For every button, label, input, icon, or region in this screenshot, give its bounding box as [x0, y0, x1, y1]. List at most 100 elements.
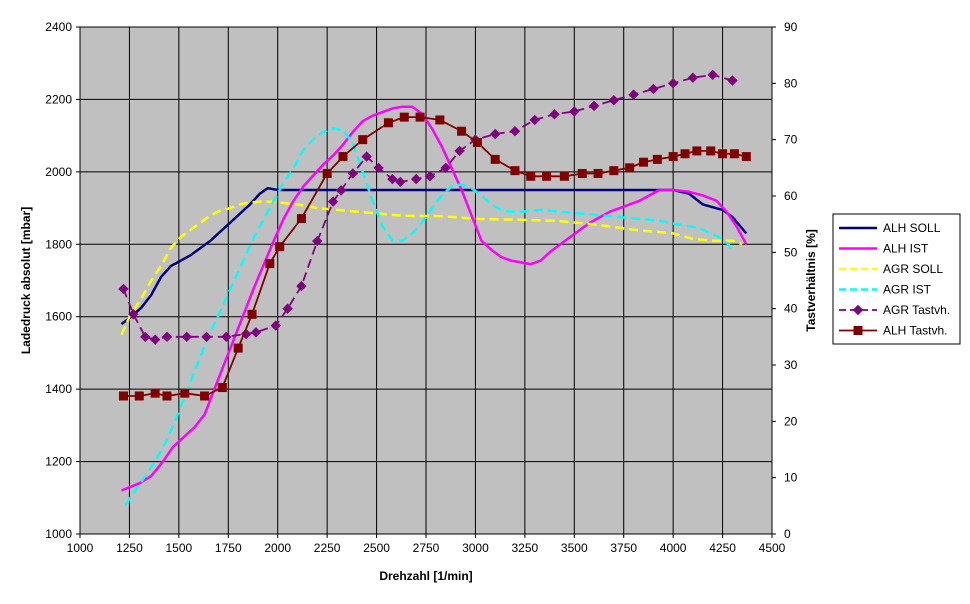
series-line	[120, 200, 743, 336]
marker-square	[162, 391, 172, 401]
marker-square	[559, 171, 569, 181]
legend-item: AGR Tastvh.	[839, 303, 950, 317]
marker-square	[217, 383, 227, 393]
marker-square	[741, 152, 751, 162]
marker-diamond	[608, 95, 620, 106]
y-tick-label: 2200	[45, 92, 72, 106]
legend: ALH SOLL ALH IST AGR SOLL AGR IST AGR Tastvh…	[832, 213, 961, 345]
y-tick-label: 1600	[45, 310, 72, 324]
series-3	[124, 127, 734, 506]
marker-diamond	[852, 304, 864, 316]
marker-square	[472, 137, 482, 147]
y-tick-label: 1200	[45, 455, 72, 469]
legend-box	[832, 213, 961, 345]
series-line	[121, 105, 748, 492]
marker-square	[296, 214, 306, 224]
series-5	[118, 112, 751, 401]
marker-square	[358, 135, 368, 145]
marker-square	[542, 171, 552, 181]
marker-diamond	[569, 106, 580, 117]
marker-diamond	[327, 196, 339, 207]
y-tick-label: 2400	[45, 20, 72, 34]
marker-diamond	[387, 173, 398, 185]
marker-diamond	[667, 78, 679, 89]
y2-tick-label: 60	[784, 189, 798, 203]
legend-label: AGR IST	[883, 283, 932, 297]
marker-square	[853, 326, 863, 335]
marker-square	[526, 171, 536, 181]
marker-diamond	[529, 114, 540, 126]
legend-label: ALH Tastvh.	[883, 324, 947, 338]
marker-diamond	[270, 320, 281, 331]
marker-square	[415, 112, 425, 122]
marker-diamond	[410, 173, 422, 185]
marker-square	[609, 166, 619, 176]
marker-diamond	[454, 145, 465, 157]
marker-diamond	[128, 309, 139, 320]
y2-tick-label: 50	[784, 245, 798, 259]
marker-square	[383, 118, 393, 128]
y2-tick-label: 0	[784, 527, 791, 541]
marker-square	[275, 242, 285, 252]
marker-diamond	[312, 235, 323, 247]
marker-diamond	[424, 171, 436, 182]
marker-square	[706, 146, 716, 156]
marker-diamond	[221, 331, 232, 343]
marker-square	[638, 157, 648, 167]
y2-axis-title: Tastverhältnis [%]	[804, 229, 818, 331]
marker-square	[692, 146, 702, 156]
marker-square	[718, 149, 728, 159]
marker-square	[399, 112, 409, 122]
legend-label: ALH SOLL	[883, 221, 941, 235]
x-tick-label: 1000	[67, 541, 94, 555]
legend-item: ALH SOLL	[839, 221, 941, 235]
marker-diamond	[335, 185, 347, 196]
y2-tick-label: 90	[784, 20, 798, 34]
x-tick-label: 1750	[215, 541, 242, 555]
marker-square	[593, 168, 603, 178]
x-tick-label: 4250	[709, 541, 736, 555]
marker-diamond	[347, 168, 359, 179]
marker-diamond	[140, 331, 151, 343]
marker-square	[490, 154, 500, 164]
x-tick-label: 3750	[610, 541, 637, 555]
marker-diamond	[687, 72, 699, 83]
axes: 1000 1250 1500 1750 2000 2250 2500 2750 3000 3250…	[45, 20, 797, 555]
x-tick-label: 2250	[314, 541, 341, 555]
marker-square	[247, 309, 257, 319]
marker-diamond	[181, 331, 192, 343]
y2-tick-label: 80	[784, 76, 798, 90]
marker-square	[680, 149, 690, 159]
marker-diamond	[727, 75, 738, 86]
marker-square	[134, 391, 144, 401]
marker-square	[729, 149, 739, 159]
marker-diamond	[161, 331, 173, 343]
marker-square	[180, 388, 190, 398]
legend-item: AGR IST	[839, 283, 932, 297]
marker-diamond	[648, 83, 659, 95]
marker-diamond	[549, 109, 560, 120]
marker-diamond	[707, 69, 718, 81]
marker-square	[265, 259, 275, 269]
legend-item: ALH Tastvh.	[839, 324, 947, 338]
marker-diamond	[361, 151, 372, 162]
legend-label: AGR SOLL	[883, 262, 943, 276]
marker-diamond	[118, 283, 129, 295]
y2-tick-label: 10	[784, 471, 798, 485]
x-tick-label: 1500	[166, 541, 193, 555]
marker-diamond	[282, 303, 293, 314]
marker-diamond	[489, 128, 501, 140]
marker-square	[668, 152, 678, 162]
marker-square	[233, 343, 243, 353]
x-tick-label: 4500	[759, 541, 786, 555]
y-tick-label: 1000	[45, 527, 72, 541]
y-axis-title: Ladedruck absolut [mbar]	[19, 207, 33, 354]
marker-square	[435, 115, 445, 125]
marker-square	[625, 163, 635, 173]
series-layer	[118, 69, 751, 506]
x-tick-label: 2000	[264, 541, 291, 555]
marker-diamond	[395, 176, 406, 188]
y2-tick-label: 20	[784, 414, 798, 428]
series-2	[120, 200, 743, 336]
